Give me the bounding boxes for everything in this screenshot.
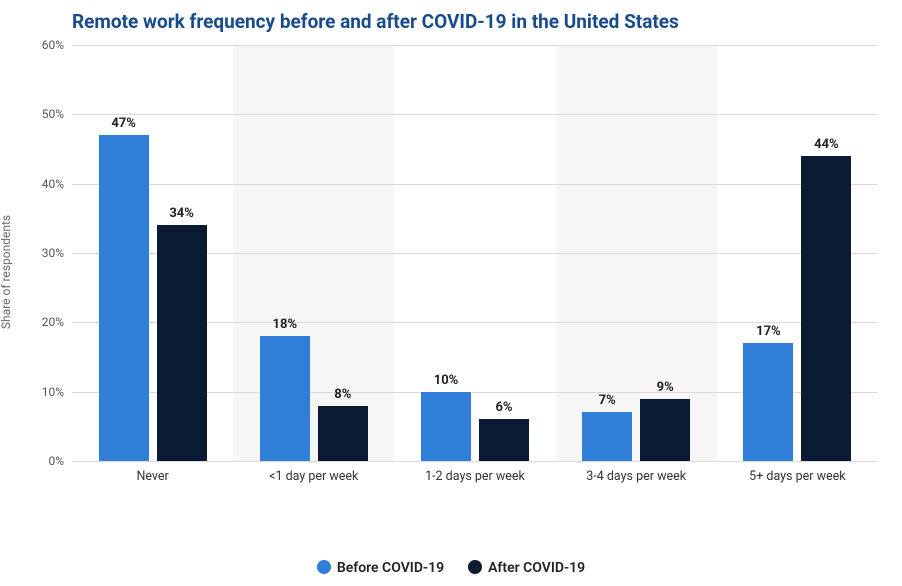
bar: 34% xyxy=(157,225,207,461)
bar-value-label: 17% xyxy=(743,324,793,343)
chart-area: Share of respondents 0% 10% 20% 30% 40% 50% 60… xyxy=(0,37,902,507)
legend-label: Before COVID-19 xyxy=(337,560,444,576)
bar-value-label: 7% xyxy=(582,393,632,412)
bar-value-label: 47% xyxy=(99,116,149,135)
bar: 7% xyxy=(582,412,632,461)
bar: 10% xyxy=(421,392,471,461)
legend-swatch xyxy=(468,560,482,574)
bar-value-label: 8% xyxy=(318,387,368,406)
chart-title: Remote work frequency before and after C… xyxy=(0,0,902,37)
y-tick-label: 0% xyxy=(48,454,72,468)
bar: 8% xyxy=(318,406,368,461)
legend-item: After COVID-19 xyxy=(468,560,585,576)
bar: 9% xyxy=(640,399,690,461)
y-tick-label: 30% xyxy=(42,246,72,260)
y-axis-label: Share of respondents xyxy=(0,215,13,329)
x-tick-label: 3-4 days per week xyxy=(556,469,717,484)
bar-value-label: 6% xyxy=(479,400,529,419)
y-tick-label: 50% xyxy=(42,107,72,121)
bar: 6% xyxy=(479,419,529,461)
gridline xyxy=(72,114,878,115)
bar: 18% xyxy=(260,336,310,461)
bar-value-label: 44% xyxy=(801,137,851,156)
gridline xyxy=(72,45,878,46)
bar: 47% xyxy=(99,135,149,461)
x-tick-label: <1 day per week xyxy=(233,469,394,484)
x-tick-label: Never xyxy=(72,469,233,484)
x-tick-label: 1-2 days per week xyxy=(394,469,555,484)
bar-value-label: 10% xyxy=(421,373,471,392)
bar: 44% xyxy=(801,156,851,461)
bar-value-label: 9% xyxy=(640,380,690,399)
x-axis: Never<1 day per week1-2 days per week3-4… xyxy=(72,461,878,491)
bar-value-label: 34% xyxy=(157,206,207,225)
legend-item: Before COVID-19 xyxy=(317,560,444,576)
y-tick-label: 10% xyxy=(42,385,72,399)
y-tick-label: 40% xyxy=(42,177,72,191)
y-tick-label: 60% xyxy=(42,38,72,52)
bar-value-label: 18% xyxy=(260,317,310,336)
gridline xyxy=(72,184,878,185)
plot-region: 0%10%20%30%40%50%60%47%34%18%8%10%6%7%9%… xyxy=(72,45,878,461)
y-tick-label: 20% xyxy=(42,315,72,329)
legend: Before COVID-19 After COVID-19 xyxy=(0,560,902,576)
legend-label: After COVID-19 xyxy=(488,560,585,576)
legend-swatch xyxy=(317,560,331,574)
x-tick-label: 5+ days per week xyxy=(717,469,878,484)
bar: 17% xyxy=(743,343,793,461)
